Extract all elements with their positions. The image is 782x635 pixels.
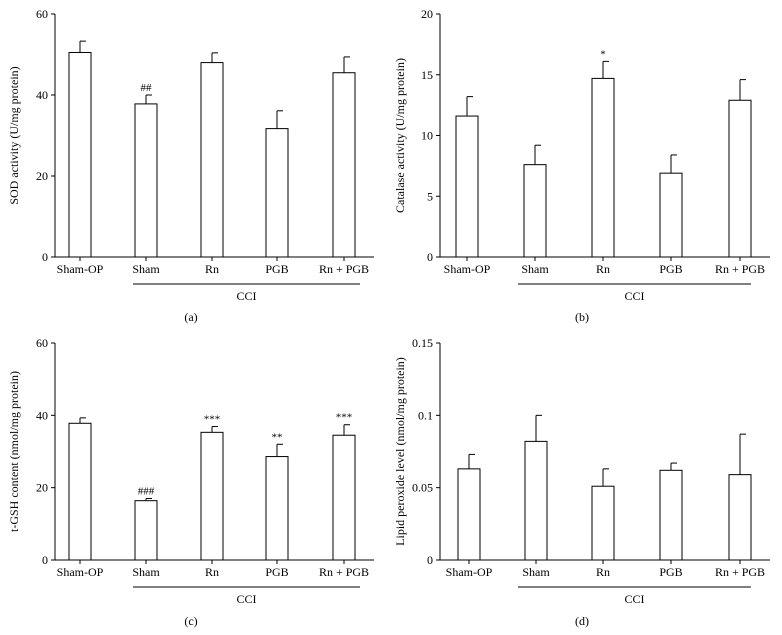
category-label: Sham xyxy=(522,565,550,579)
category-label: Sham xyxy=(521,262,549,276)
significance-marker: ### xyxy=(138,486,155,498)
y-tick-label: 20 xyxy=(36,481,48,495)
bar xyxy=(523,164,547,258)
bar xyxy=(591,77,615,258)
category-label: Rn + PGB xyxy=(319,262,369,276)
bar xyxy=(659,469,683,561)
panel-b-catalase-activity: 0 5 10 15 20 Catalase activity (U/mg protein)… xyxy=(393,7,770,324)
panel-a-sod-activity: 0 20 40 60 SOD activity (U/mg protein) Sham-O… xyxy=(7,7,374,324)
category-label: PGB xyxy=(265,565,288,579)
bar xyxy=(332,434,356,561)
category-label: Sham-OP xyxy=(57,262,104,276)
bar xyxy=(134,103,158,258)
bar xyxy=(659,172,683,258)
significance-marker: * xyxy=(600,48,606,60)
y-tick-label: 20 xyxy=(36,169,48,183)
bar xyxy=(200,431,224,561)
bar xyxy=(591,485,615,561)
category-label: PGB xyxy=(265,262,288,276)
bar xyxy=(200,62,224,258)
y-tick-label: 5 xyxy=(427,189,433,203)
panel-c-t-gsh-content: 0 20 40 60 t-GSH content (nmol/mg protein) Sh… xyxy=(7,336,374,628)
bar xyxy=(524,440,548,561)
y-axis-label: Lipid peroxide level (nmol/mg protein) xyxy=(393,357,407,546)
bar xyxy=(332,72,356,258)
significance-marker: ## xyxy=(141,82,153,94)
category-label: Rn + PGB xyxy=(715,565,765,579)
panel-d-lipid-peroxide-level: 0 0.05 0.1 0.15 Lipid peroxide level (nmol/m… xyxy=(393,336,770,628)
group-label: CCI xyxy=(624,289,644,303)
category-label: Sham-OP xyxy=(444,262,491,276)
group-label: CCI xyxy=(624,592,644,606)
significance-marker: *** xyxy=(204,414,221,426)
group-label: CCI xyxy=(236,592,256,606)
y-tick-label: 0 xyxy=(42,553,48,567)
y-axis-label: SOD activity (U/mg protein) xyxy=(7,66,21,204)
panel-label: (b) xyxy=(575,310,589,324)
bar xyxy=(265,456,289,561)
y-tick-label: 0 xyxy=(427,250,433,264)
y-tick-label: 10 xyxy=(421,129,433,143)
y-axis-label: Catalase activity (U/mg protein) xyxy=(393,58,407,213)
bar xyxy=(68,51,92,258)
panel-label: (d) xyxy=(575,614,589,628)
y-axis-label: t-GSH content (nmol/mg protein) xyxy=(7,371,21,532)
category-label: Sham-OP xyxy=(446,565,493,579)
category-label: Rn xyxy=(205,565,219,579)
y-tick-label: 40 xyxy=(36,408,48,422)
category-label: Rn xyxy=(596,565,610,579)
category-label: Sham xyxy=(132,565,160,579)
bar xyxy=(455,115,479,258)
category-label: Sham-OP xyxy=(57,565,104,579)
y-tick-label: 20 xyxy=(421,7,433,21)
panel-label: (c) xyxy=(184,614,197,628)
significance-marker: *** xyxy=(336,412,353,424)
category-label: Rn + PGB xyxy=(715,262,765,276)
bar xyxy=(457,468,481,561)
bar xyxy=(265,128,289,258)
bar xyxy=(68,422,92,561)
category-label: Sham xyxy=(132,262,160,276)
category-label: Rn + PGB xyxy=(319,565,369,579)
y-tick-label: 15 xyxy=(421,68,433,82)
category-label: Rn xyxy=(205,262,219,276)
significance-marker: ** xyxy=(272,431,283,443)
y-tick-label: 0.15 xyxy=(412,336,433,350)
group-label: CCI xyxy=(236,289,256,303)
y-tick-label: 0 xyxy=(427,553,433,567)
panel-label: (a) xyxy=(184,310,197,324)
bar xyxy=(728,474,752,561)
bar xyxy=(728,99,752,258)
category-label: PGB xyxy=(659,565,682,579)
y-tick-label: 0.1 xyxy=(418,408,433,422)
category-label: Rn xyxy=(596,262,610,276)
y-tick-label: 60 xyxy=(36,336,48,350)
y-tick-label: 60 xyxy=(36,7,48,21)
y-tick-label: 40 xyxy=(36,88,48,102)
bar xyxy=(134,500,158,561)
y-tick-label: 0 xyxy=(42,250,48,264)
category-label: PGB xyxy=(659,262,682,276)
y-tick-label: 0.05 xyxy=(412,481,433,495)
